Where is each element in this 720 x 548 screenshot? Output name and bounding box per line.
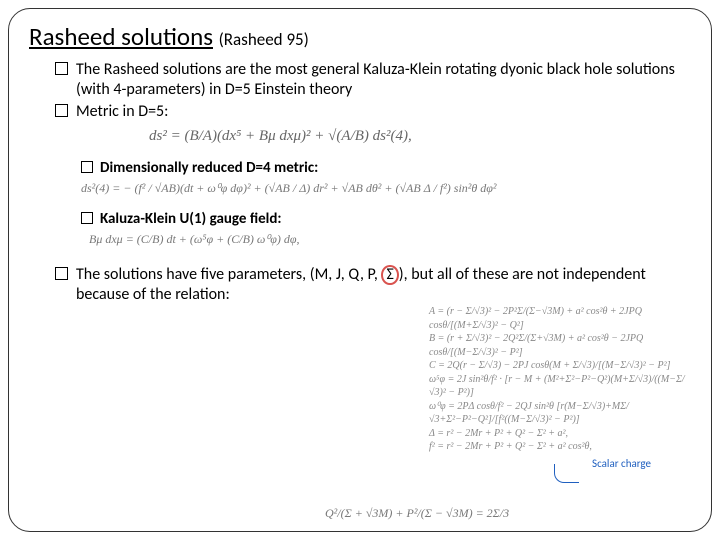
def-f2: f² = r² − 2Mr + P² + Q² − Σ² + a² cos²θ, — [429, 440, 689, 454]
main-bullets: The Rasheed solutions are the most gener… — [55, 60, 691, 122]
eq-d5-metric: ds² = (B/A)(dx⁵ + Bμ dxμ)² + √(A/B) ds²(… — [149, 128, 691, 145]
def-B: B = (r + Σ/√3)² − 2Q²Σ/(Σ+√3M) + a² cos²… — [429, 332, 689, 359]
scalar-charge-arrow-icon — [554, 464, 579, 483]
eq-d4-metric: ds²(4) = − (f² / √AB)(dt + ω⁰φ dφ)² + (√… — [81, 181, 691, 196]
relation-equation: Q²/(Σ + √3M) + P²/(Σ − √3M) = 2Σ/3 — [325, 506, 509, 521]
bullet-icon — [55, 62, 68, 75]
bullet-icon — [55, 267, 68, 280]
sub-bullets-2: Kaluza-Klein U(1) gauge field: — [81, 210, 691, 228]
title-main: Rasheed solutions — [29, 21, 213, 52]
bullet-icon — [81, 212, 93, 224]
sub-2-text: Kaluza-Klein U(1) gauge field: — [100, 210, 282, 228]
def-C: C = 2Q(r − Σ/√3) − 2PJ cosθ(M + Σ/√3)/[(… — [429, 359, 689, 373]
def-A: A = (r − Σ/√3)² − 2P²Σ/(Σ−√3M) + a² cos²… — [429, 305, 689, 332]
def-w0: ω⁰φ = 2PΔ cosθ/f² − 2QJ sin²θ [r(M−Σ/√3)… — [429, 400, 689, 427]
bullet-1-text: The Rasheed solutions are the most gener… — [76, 60, 691, 100]
last-bullet: The solutions have five parameters, (M, … — [55, 265, 691, 304]
slide-frame: Rasheed solutions (Rasheed 95) The Rashe… — [8, 8, 712, 532]
slide-title: Rasheed solutions (Rasheed 95) — [29, 21, 691, 52]
bullet-icon — [55, 104, 68, 117]
bullet-3-pre: The solutions have five parameters, (M, … — [76, 265, 381, 284]
eq-u1-gauge: Bμ dxμ = (C/B) dt + (ω⁵φ + (C/B) ω⁰φ) dφ… — [89, 232, 691, 247]
bullet-3-text: The solutions have five parameters, (M, … — [76, 265, 691, 304]
title-sub: (Rasheed 95) — [219, 29, 309, 50]
def-w5: ω⁵φ = 2J sin²θ/f² · [r − M + (M²+Σ²−P²−Q… — [429, 373, 689, 400]
scalar-charge-label: Scalar charge — [592, 457, 651, 470]
bullet-icon — [81, 161, 93, 173]
sub-1-text: Dimensionally reduced D=4 metric: — [100, 159, 318, 177]
def-Delta: Δ = r² − 2Mr + P² + Q² − Σ² + a², — [429, 427, 689, 441]
bullet-2-text: Metric in D=5: — [76, 102, 168, 122]
right-definitions: A = (r − Σ/√3)² − 2P²Σ/(Σ−√3M) + a² cos²… — [429, 305, 689, 454]
sigma-highlight-icon: Σ — [381, 265, 398, 285]
sub-bullets: Dimensionally reduced D=4 metric: — [81, 159, 691, 177]
